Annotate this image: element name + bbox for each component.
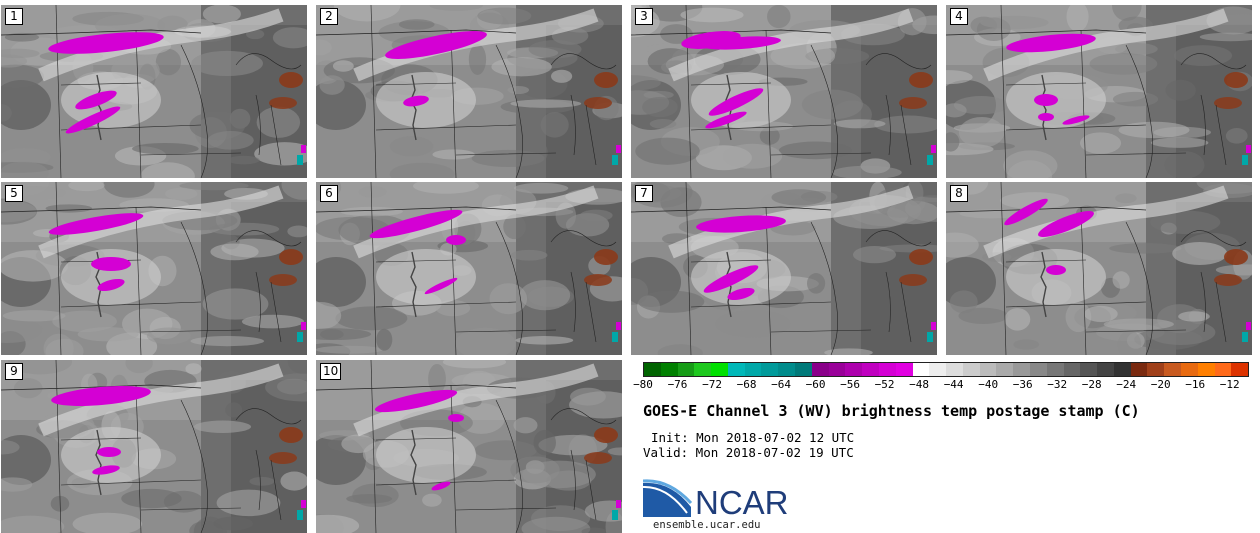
colorbar-ticks: −80 −76 −72 −68 −64 −60 −56 −52 −48 −44 −40 −36 −32−… <box>633 378 1249 394</box>
colorbar-tick-label: −24 <box>1116 378 1137 391</box>
colorbar-segment <box>644 363 661 376</box>
stamp-panel-5: 5 <box>1 182 307 355</box>
colorbar-segment <box>1164 363 1181 376</box>
colorbar-segment <box>694 363 712 376</box>
colorbar-segment <box>895 363 913 376</box>
figure-title: GOES-E Channel 3 (WV) brightness temp po… <box>643 402 1140 420</box>
stamp-panel-1: 1 <box>1 5 307 178</box>
colorbar-tick-label: −36 <box>1012 378 1033 391</box>
colorbar-segment <box>912 363 930 376</box>
colorbar-tick-label: −32 <box>1047 378 1068 391</box>
colorbar-segment <box>711 363 728 376</box>
panel-number: 10 <box>320 363 342 380</box>
wv-map <box>946 5 1252 178</box>
colorbar-segment <box>1063 363 1081 376</box>
wv-map <box>316 5 622 178</box>
wv-map <box>1 182 307 355</box>
colorbar-tick-label: −60 <box>805 378 826 391</box>
colorbar-segment <box>727 363 745 376</box>
colorbar-tick-label: −20 <box>1150 378 1171 391</box>
colorbar-segment <box>929 363 947 376</box>
valid-time: Valid: Mon 2018-07-02 19 UTC <box>643 445 854 460</box>
colorbar-segment <box>1181 363 1198 376</box>
colorbar-segment <box>946 363 963 376</box>
colorbar-segment <box>845 363 863 376</box>
colorbar-tick-label: −12 <box>1219 378 1240 391</box>
colorbar-segment <box>795 363 812 376</box>
wv-map <box>946 182 1252 355</box>
website-url: ensemble.ucar.edu <box>653 519 761 531</box>
colorbar-segment <box>1147 363 1165 376</box>
colorbar-segment <box>811 363 829 376</box>
stamp-panel-6: 6 <box>316 182 622 355</box>
panel-number: 8 <box>950 185 968 202</box>
colorbar-segment <box>778 363 796 376</box>
colorbar-segment <box>1029 363 1047 376</box>
stamp-panel-10: 10 <box>316 360 622 533</box>
wv-map <box>1 5 307 178</box>
wv-map <box>316 360 622 533</box>
colorbar-segment <box>660 363 678 376</box>
colorbar-segment <box>744 363 762 376</box>
colorbar-segment <box>1113 363 1131 376</box>
colorbar-tick-label: −28 <box>1081 378 1102 391</box>
stamp-panel-8: 8 <box>946 182 1252 355</box>
colorbar-tick-label: −72 <box>702 378 722 391</box>
colorbar <box>643 362 1249 377</box>
colorbar-segment <box>677 363 695 376</box>
ncar-logo: NCAR <box>643 477 789 519</box>
colorbar-segment <box>979 363 997 376</box>
colorbar-segment <box>1231 363 1249 376</box>
colorbar-tick-label: −16 <box>1185 378 1206 391</box>
colorbar-segment <box>828 363 846 376</box>
colorbar-segment <box>878 363 896 376</box>
wv-map <box>631 5 937 178</box>
colorbar-segment <box>1080 363 1098 376</box>
stamp-panel-9: 9 <box>1 360 307 533</box>
stamp-panel-4: 4 <box>946 5 1252 178</box>
colorbar-tick-label: −80 <box>633 378 653 391</box>
panel-number: 2 <box>320 8 338 25</box>
panel-number: 5 <box>5 185 23 202</box>
logo-text: NCAR <box>695 484 789 519</box>
colorbar-segment <box>1097 363 1114 376</box>
stamp-panel-2: 2 <box>316 5 622 178</box>
init-time: Init: Mon 2018-07-02 12 UTC <box>651 430 855 445</box>
panel-number: 4 <box>950 8 968 25</box>
panel-number: 3 <box>635 8 653 25</box>
panel-number: 6 <box>320 185 338 202</box>
colorbar-segment <box>1013 363 1030 376</box>
wv-map <box>316 182 622 355</box>
wv-map <box>1 360 307 533</box>
colorbar-tick-label: −76 <box>667 378 688 391</box>
panel-number: 1 <box>5 8 23 25</box>
colorbar-segment <box>1197 363 1215 376</box>
colorbar-tick-label: −44 <box>943 378 964 391</box>
colorbar-tick-label: −68 <box>736 378 757 391</box>
colorbar-segment <box>862 363 879 376</box>
panel-number: 9 <box>5 363 23 380</box>
colorbar-segment <box>761 363 779 376</box>
colorbar-tick-label: −40 <box>978 378 999 391</box>
colorbar-tick-label: −56 <box>840 378 861 391</box>
colorbar-segment <box>962 363 980 376</box>
colorbar-tick-label: −64 <box>771 378 791 391</box>
wv-map <box>631 182 937 355</box>
colorbar-segment <box>1130 363 1148 376</box>
panel-number: 7 <box>635 185 653 202</box>
colorbar-segment <box>1046 363 1064 376</box>
colorbar-segment <box>1214 363 1232 376</box>
stamp-panel-3: 3 <box>631 5 937 178</box>
colorbar-tick-label: −52 <box>874 378 895 391</box>
colorbar-tick-label: −48 <box>909 378 930 391</box>
colorbar-segment <box>996 363 1014 376</box>
stamp-panel-7: 7 <box>631 182 937 355</box>
